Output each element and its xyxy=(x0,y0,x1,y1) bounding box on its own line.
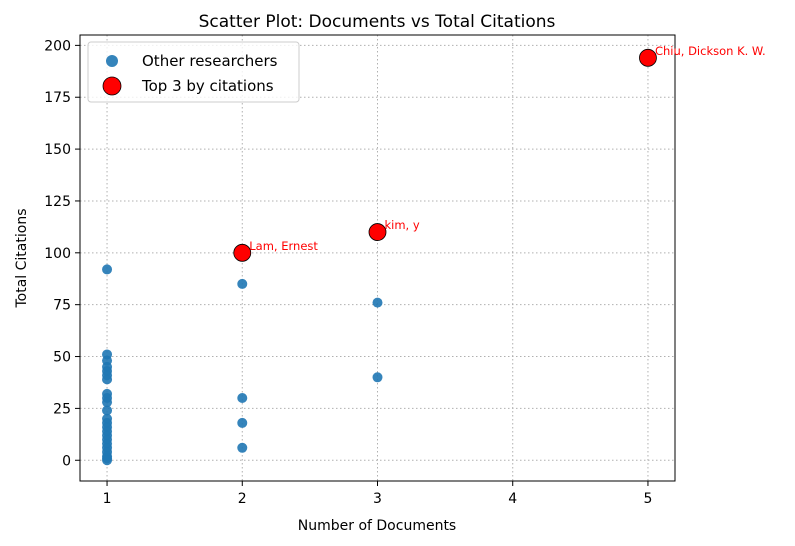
y-tick-label: 50 xyxy=(53,350,71,366)
x-tick-label: 3 xyxy=(373,491,382,507)
data-point-other xyxy=(237,442,248,453)
data-point-other xyxy=(102,374,113,385)
data-point-other xyxy=(102,397,113,408)
y-tick-label: 125 xyxy=(44,194,71,210)
data-point-other xyxy=(102,405,113,416)
data-point-other xyxy=(237,393,248,404)
y-tick-label: 0 xyxy=(62,453,71,469)
data-point-top xyxy=(233,243,252,262)
legend-label-others: Other researchers xyxy=(142,52,278,70)
y-tick-label: 175 xyxy=(44,90,71,106)
y-axis-label: Total Citations xyxy=(14,209,30,309)
y-tick-label: 75 xyxy=(53,298,71,314)
data-point-other xyxy=(102,264,113,275)
x-tick-label: 1 xyxy=(103,491,112,507)
series-top-3 xyxy=(233,48,657,262)
y-tick-label: 200 xyxy=(44,38,71,54)
data-point-other xyxy=(372,372,383,383)
y-tick-label: 25 xyxy=(53,401,71,417)
y-tick-label: 150 xyxy=(44,142,71,158)
data-point-other xyxy=(237,417,248,428)
x-axis-label: Number of Documents xyxy=(298,518,456,534)
chart-title: Scatter Plot: Documents vs Total Citatio… xyxy=(199,12,556,32)
data-point-other xyxy=(237,278,248,289)
legend-marker-others xyxy=(106,55,118,67)
x-tick-label: 5 xyxy=(643,491,652,507)
series-other-researchers xyxy=(102,264,383,466)
legend-label-top: Top 3 by citations xyxy=(141,77,274,95)
y-tick-label: 100 xyxy=(44,246,71,262)
legend-box xyxy=(87,41,300,103)
data-point-other xyxy=(372,297,383,308)
y-axis-ticks: 0 25 50 75 100 125 150 175 200 xyxy=(44,38,80,469)
data-point-top xyxy=(368,223,387,241)
data-point-other xyxy=(102,455,113,466)
x-axis-ticks: 1 2 3 4 5 xyxy=(103,481,652,507)
x-tick-label: 2 xyxy=(238,491,247,507)
point-annotation: Lam, Ernest xyxy=(249,239,318,253)
point-annotation: kim, y xyxy=(385,218,420,232)
legend-marker-top xyxy=(102,76,122,96)
data-point-top xyxy=(639,48,657,67)
point-annotation: Chiu, Dickson K. W. xyxy=(655,44,766,58)
legend: Other researchers Top 3 by citations xyxy=(87,41,300,103)
annotations: Chiu, Dickson K. W. kim, y Lam, Ernest xyxy=(249,44,765,253)
x-tick-label: 4 xyxy=(508,491,517,507)
